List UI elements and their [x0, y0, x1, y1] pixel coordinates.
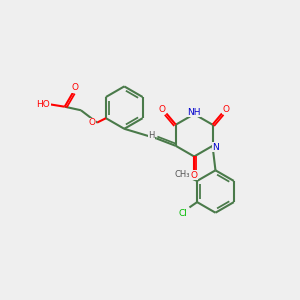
Text: O: O	[71, 83, 79, 92]
Text: H: H	[148, 131, 154, 140]
Text: Cl: Cl	[178, 209, 188, 218]
Text: CH₃: CH₃	[175, 169, 190, 178]
Text: N: N	[212, 143, 219, 152]
Text: O: O	[158, 105, 166, 114]
Text: O: O	[191, 170, 198, 179]
Text: HO: HO	[37, 100, 50, 109]
Text: NH: NH	[188, 107, 201, 116]
Text: O: O	[223, 105, 230, 114]
Text: O: O	[88, 118, 96, 127]
